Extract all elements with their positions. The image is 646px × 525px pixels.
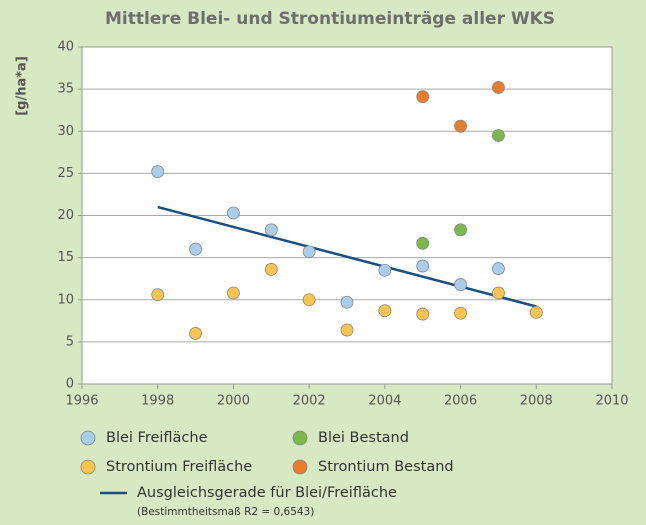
y-tick-label: 0 <box>66 377 74 392</box>
legend-label: Strontium Freifläche <box>106 459 252 475</box>
legend-label: Ausgleichsgerade für Blei/Freifläche <box>137 485 397 501</box>
x-tick-label: 2002 <box>293 394 326 409</box>
chart-title: Mittlere Blei- und Strontiumeinträge all… <box>105 9 555 29</box>
legend-label: Blei Bestand <box>318 430 409 446</box>
data-point <box>492 262 505 275</box>
x-tick-label: 1996 <box>65 394 98 409</box>
y-tick-label: 10 <box>57 292 74 307</box>
data-point <box>454 119 467 133</box>
data-point <box>492 81 505 94</box>
legend-marker <box>80 459 96 475</box>
x-tick-label: 2010 <box>595 394 628 409</box>
data-point <box>454 223 467 237</box>
data-point <box>302 245 316 259</box>
legend-label: Blei Freifläche <box>106 430 208 446</box>
y-tick-label: 5 <box>66 334 74 349</box>
trend-line <box>157 205 537 308</box>
data-point <box>151 288 165 302</box>
y-tick-label: 35 <box>57 82 74 97</box>
data-point <box>264 263 278 276</box>
x-tick-label: 2008 <box>520 394 553 409</box>
legend-marker <box>292 459 308 475</box>
data-point <box>454 278 467 291</box>
data-point <box>227 286 240 300</box>
data-point <box>378 304 392 318</box>
legend-marker <box>80 430 96 446</box>
legend-note: (Bestimmtheitsmaß R2 = 0,6543) <box>137 506 314 518</box>
data-point <box>340 323 354 337</box>
data-point <box>189 327 202 340</box>
y-tick-label: 25 <box>57 166 74 181</box>
data-point <box>416 236 430 250</box>
x-tick-label: 1998 <box>141 394 174 409</box>
legend-label: Strontium Bestand <box>318 459 454 475</box>
y-axis-label: [g/ha*a] <box>15 56 30 116</box>
data-point <box>416 90 430 104</box>
data-point <box>189 242 202 256</box>
legend-marker <box>292 430 308 446</box>
y-tick-label: 20 <box>57 208 74 223</box>
data-point <box>227 206 240 220</box>
y-tick-label: 40 <box>57 40 74 55</box>
data-point <box>454 306 467 320</box>
data-point <box>492 286 505 300</box>
data-point <box>151 165 165 179</box>
y-tick-label: 15 <box>57 250 74 265</box>
data-point <box>416 307 430 321</box>
x-tick-label: 2004 <box>368 394 401 409</box>
data-point <box>529 305 543 319</box>
data-point <box>492 129 505 142</box>
data-point <box>416 259 430 273</box>
data-point <box>302 293 316 307</box>
y-tick-label: 30 <box>57 124 74 139</box>
x-tick-label: 2000 <box>217 394 250 409</box>
data-point <box>340 295 354 309</box>
x-tick-label: 2006 <box>444 394 477 409</box>
data-point <box>264 223 278 237</box>
data-point <box>378 263 392 277</box>
